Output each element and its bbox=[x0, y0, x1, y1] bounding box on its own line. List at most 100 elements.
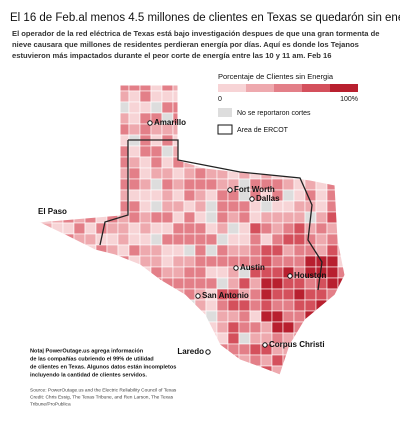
county bbox=[84, 85, 97, 92]
county bbox=[95, 178, 108, 191]
county bbox=[326, 167, 339, 180]
city-label: Corpus Christi bbox=[269, 340, 325, 349]
county bbox=[62, 178, 75, 191]
county bbox=[106, 156, 119, 169]
county bbox=[62, 233, 75, 246]
county bbox=[40, 90, 53, 103]
county bbox=[194, 332, 207, 345]
county bbox=[216, 233, 229, 246]
county bbox=[106, 134, 119, 147]
county bbox=[84, 266, 97, 279]
county bbox=[38, 321, 42, 334]
county bbox=[216, 211, 229, 224]
county bbox=[183, 200, 196, 213]
county bbox=[260, 310, 273, 323]
city-label: San Antonio bbox=[202, 291, 249, 300]
county bbox=[194, 233, 207, 246]
county bbox=[249, 134, 262, 147]
county bbox=[305, 377, 316, 388]
county bbox=[84, 233, 97, 246]
county bbox=[315, 156, 328, 169]
legend: Porcentaje de Clientes sin Energia 0 100… bbox=[217, 72, 358, 135]
county bbox=[337, 178, 345, 191]
county bbox=[150, 156, 163, 169]
county bbox=[106, 299, 119, 312]
county bbox=[216, 222, 229, 235]
county bbox=[337, 321, 345, 334]
county bbox=[128, 178, 141, 191]
county bbox=[139, 233, 152, 246]
county bbox=[260, 233, 273, 246]
county bbox=[95, 288, 108, 301]
county bbox=[95, 90, 108, 103]
county bbox=[205, 200, 218, 213]
county bbox=[139, 211, 152, 224]
county bbox=[315, 178, 328, 191]
county bbox=[161, 255, 174, 268]
county bbox=[106, 123, 119, 136]
county bbox=[117, 222, 130, 235]
legend-title: Porcentaje de Clientes sin Energia bbox=[218, 72, 334, 81]
county bbox=[183, 354, 196, 367]
county bbox=[216, 189, 229, 202]
county bbox=[95, 332, 108, 345]
county bbox=[139, 332, 152, 345]
county bbox=[150, 266, 163, 279]
county bbox=[282, 222, 295, 235]
county bbox=[183, 189, 196, 202]
county bbox=[40, 266, 53, 279]
county bbox=[239, 377, 250, 388]
county bbox=[349, 157, 360, 168]
county bbox=[40, 233, 53, 246]
county bbox=[194, 145, 207, 158]
county bbox=[260, 134, 273, 147]
county bbox=[128, 266, 141, 279]
county bbox=[216, 321, 229, 334]
county bbox=[150, 310, 163, 323]
county bbox=[106, 200, 119, 213]
county bbox=[38, 299, 42, 312]
county bbox=[117, 255, 130, 268]
county bbox=[238, 277, 251, 290]
county bbox=[326, 299, 339, 312]
county bbox=[315, 288, 328, 301]
county bbox=[194, 101, 207, 114]
county bbox=[51, 255, 64, 268]
county bbox=[238, 167, 251, 180]
county bbox=[51, 233, 64, 246]
county bbox=[216, 354, 229, 367]
county bbox=[282, 244, 295, 257]
county bbox=[95, 299, 108, 312]
county bbox=[73, 266, 86, 279]
county bbox=[161, 167, 174, 180]
county bbox=[238, 310, 251, 323]
county bbox=[161, 189, 174, 202]
county bbox=[184, 377, 195, 388]
county bbox=[194, 85, 207, 92]
county bbox=[40, 244, 53, 257]
county bbox=[40, 145, 53, 158]
county bbox=[349, 124, 360, 135]
source: Credit: Chris Essig, The Texas Tribune, … bbox=[30, 394, 174, 400]
county bbox=[128, 321, 141, 334]
county bbox=[38, 244, 42, 257]
county bbox=[227, 233, 240, 246]
county bbox=[128, 189, 141, 202]
county bbox=[194, 321, 207, 334]
county bbox=[150, 244, 163, 257]
county bbox=[161, 145, 174, 158]
county bbox=[73, 178, 86, 191]
county bbox=[95, 321, 108, 334]
county bbox=[172, 310, 185, 323]
county bbox=[38, 167, 42, 180]
county bbox=[249, 277, 262, 290]
county bbox=[216, 134, 229, 147]
city-dot bbox=[147, 120, 153, 126]
county bbox=[38, 255, 42, 268]
county bbox=[282, 233, 295, 246]
county bbox=[337, 354, 345, 367]
county bbox=[206, 377, 217, 388]
county bbox=[227, 90, 240, 103]
county bbox=[194, 299, 207, 312]
county bbox=[260, 354, 273, 367]
